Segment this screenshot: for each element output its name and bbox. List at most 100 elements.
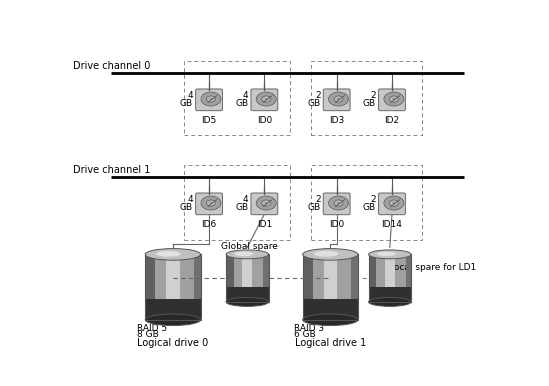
Bar	[194, 254, 200, 320]
Text: ID2: ID2	[384, 117, 400, 125]
Circle shape	[384, 196, 404, 210]
Circle shape	[262, 200, 271, 206]
Bar	[351, 254, 358, 320]
Text: ID0: ID0	[257, 117, 272, 125]
Circle shape	[389, 96, 399, 102]
Text: 4: 4	[243, 195, 248, 204]
Text: GB: GB	[307, 99, 321, 108]
FancyBboxPatch shape	[251, 193, 278, 215]
Circle shape	[393, 202, 395, 204]
Circle shape	[206, 200, 215, 206]
Text: ID6: ID6	[201, 220, 217, 230]
Text: 2: 2	[370, 195, 376, 204]
Bar	[368, 254, 376, 302]
Circle shape	[265, 202, 268, 204]
Bar	[183, 61, 290, 135]
Bar	[145, 299, 200, 320]
Bar	[166, 254, 180, 320]
Text: Logical drive 1: Logical drive 1	[295, 338, 366, 348]
Circle shape	[337, 202, 340, 204]
Text: GB: GB	[235, 203, 248, 212]
Circle shape	[393, 98, 395, 100]
Text: 4: 4	[187, 195, 193, 204]
Circle shape	[337, 98, 340, 100]
Bar	[145, 254, 200, 320]
Text: 8 GB: 8 GB	[137, 330, 159, 339]
Ellipse shape	[156, 251, 181, 257]
Ellipse shape	[226, 250, 268, 259]
Bar	[302, 254, 358, 320]
Ellipse shape	[368, 250, 411, 259]
Text: Local spare for LD1: Local spare for LD1	[389, 263, 476, 272]
Circle shape	[262, 96, 271, 102]
Text: GB: GB	[180, 99, 193, 108]
Text: RAID 3: RAID 3	[294, 324, 324, 333]
Bar	[302, 254, 358, 320]
Bar	[406, 254, 411, 302]
Circle shape	[384, 92, 404, 106]
Text: RAID 5: RAID 5	[137, 324, 167, 333]
Text: ID14: ID14	[382, 220, 402, 230]
Text: GB: GB	[180, 203, 193, 212]
Bar	[242, 254, 253, 302]
FancyBboxPatch shape	[323, 89, 350, 111]
Bar	[226, 287, 268, 302]
FancyBboxPatch shape	[323, 193, 350, 215]
Bar	[311, 61, 422, 135]
Circle shape	[334, 200, 343, 206]
Bar	[368, 254, 411, 302]
Text: ID0: ID0	[329, 220, 344, 230]
Circle shape	[389, 200, 399, 206]
FancyBboxPatch shape	[251, 89, 278, 111]
Circle shape	[329, 196, 349, 210]
Ellipse shape	[234, 252, 254, 256]
Bar	[145, 254, 155, 320]
Circle shape	[256, 196, 276, 210]
Text: ID3: ID3	[329, 117, 344, 125]
Bar	[226, 254, 234, 302]
FancyBboxPatch shape	[195, 193, 222, 215]
Text: Global spare: Global spare	[221, 242, 278, 251]
Text: GB: GB	[363, 203, 376, 212]
Text: Logical drive 0: Logical drive 0	[137, 338, 209, 348]
Ellipse shape	[377, 252, 396, 256]
Circle shape	[329, 92, 349, 106]
FancyBboxPatch shape	[379, 193, 405, 215]
Text: Drive channel 1: Drive channel 1	[73, 165, 150, 175]
Text: 2: 2	[315, 91, 321, 100]
Circle shape	[209, 98, 212, 100]
Ellipse shape	[368, 298, 411, 306]
Bar	[302, 299, 358, 320]
Bar	[145, 254, 200, 320]
Bar	[368, 254, 411, 302]
Bar	[385, 254, 395, 302]
Text: GB: GB	[363, 99, 376, 108]
Circle shape	[209, 202, 212, 204]
Ellipse shape	[145, 314, 200, 325]
Ellipse shape	[145, 249, 200, 260]
Circle shape	[256, 92, 276, 106]
Bar	[226, 254, 268, 302]
Bar	[264, 254, 268, 302]
Bar	[368, 287, 411, 302]
Text: 6 GB: 6 GB	[294, 330, 316, 339]
Ellipse shape	[313, 251, 338, 257]
Ellipse shape	[302, 249, 358, 260]
Text: GB: GB	[307, 203, 321, 212]
Bar	[302, 254, 312, 320]
FancyBboxPatch shape	[195, 89, 222, 111]
Bar	[311, 165, 422, 239]
Circle shape	[206, 96, 215, 102]
Bar	[183, 165, 290, 239]
Circle shape	[201, 92, 221, 106]
Text: 2: 2	[315, 195, 321, 204]
Ellipse shape	[226, 298, 268, 306]
Ellipse shape	[302, 314, 358, 325]
Text: Drive channel 0: Drive channel 0	[73, 61, 150, 71]
Text: 2: 2	[370, 91, 376, 100]
FancyBboxPatch shape	[379, 89, 405, 111]
Text: GB: GB	[235, 99, 248, 108]
Circle shape	[201, 196, 221, 210]
Bar	[324, 254, 337, 320]
Text: 4: 4	[243, 91, 248, 100]
